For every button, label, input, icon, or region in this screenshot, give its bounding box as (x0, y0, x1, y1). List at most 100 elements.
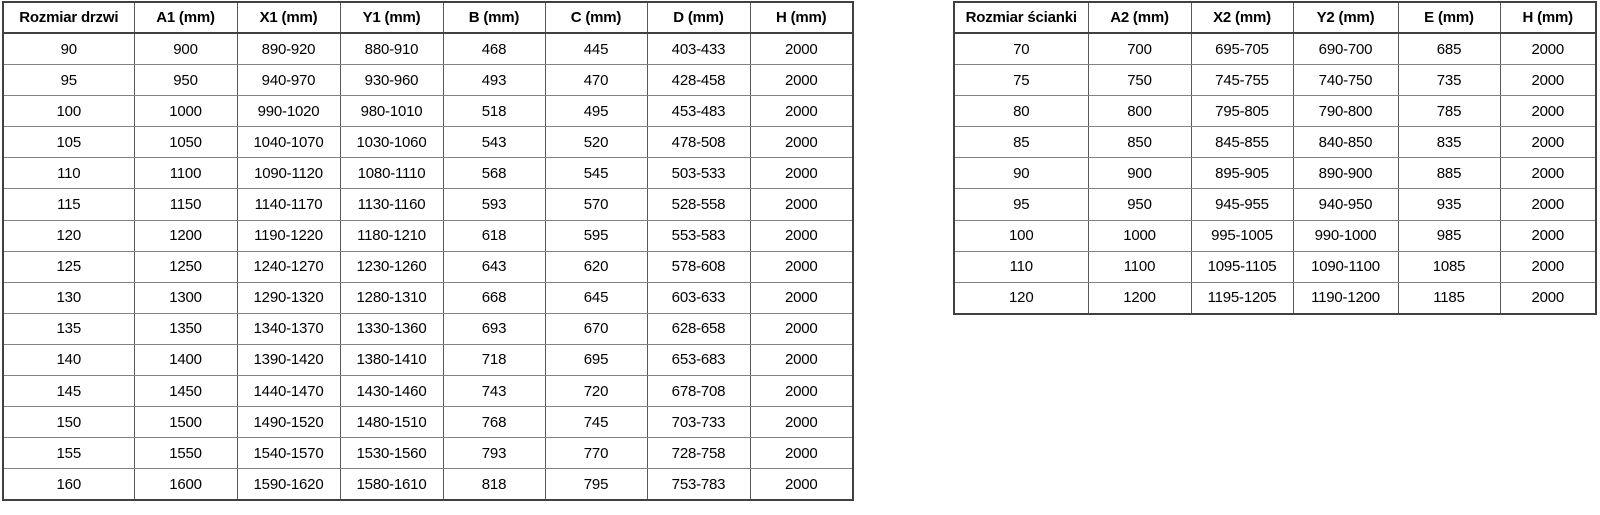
table-row: 95 950 945-955 940-950 935 2000 (953, 188, 1597, 221)
column-header: A1 (mm) (133, 1, 238, 34)
table-cell: 2000 (749, 250, 854, 283)
table-row: 100 1000 990-1020 980-1010 518 495 453-483 2000 (2, 95, 854, 128)
table-cell: 80 (953, 95, 1089, 128)
door-sizes-table: Rozmiar drzwi A1 (mm) X1 (mm) Y1 (mm) B (mm)… (2, 1, 854, 502)
wall-sizes-table-header: Rozmiar ścianki A2 (mm) X2 (mm) Y2 (mm) E (m… (953, 1, 1597, 34)
table-cell: 628-658 (646, 312, 751, 345)
table-cell: 75 (953, 64, 1089, 97)
table-cell: 728-758 (646, 437, 751, 470)
table-cell: 645 (544, 281, 648, 314)
table-cell: 1240-1270 (236, 250, 341, 283)
table-row: 145 1450 1440-1470 1430-1460 743 720 678-708 20… (2, 375, 854, 408)
table-cell: 115 (2, 188, 135, 221)
column-header: E (mm) (1397, 1, 1501, 34)
header-row: Rozmiar ścianki A2 (mm) X2 (mm) Y2 (mm) E (m… (953, 1, 1597, 34)
column-header: X2 (mm) (1190, 1, 1294, 34)
column-header: Y2 (mm) (1292, 1, 1399, 34)
table-cell: 130 (2, 281, 135, 314)
table-cell: 753-783 (646, 468, 751, 501)
table-cell: 743 (442, 375, 546, 408)
table-row: 70 700 695-705 690-700 685 2000 (953, 32, 1597, 66)
table-cell: 1200 (133, 219, 238, 252)
table-row: 140 1400 1390-1420 1380-1410 718 695 653-683 20… (2, 343, 854, 377)
table-cell: 745-755 (1190, 64, 1294, 97)
table-cell: 428-458 (646, 64, 751, 97)
table-cell: 1440-1470 (236, 375, 341, 408)
table-cell: 593 (442, 188, 546, 221)
table-cell: 1150 (133, 188, 238, 221)
table-cell: 120 (2, 219, 135, 252)
table-cell: 1350 (133, 312, 238, 345)
table-cell: 543 (442, 126, 546, 159)
table-cell: 1550 (133, 437, 238, 470)
table-cell: 890-900 (1292, 157, 1399, 190)
table-row: 120 1200 1190-1220 1180-1210 618 595 553-583 20… (2, 219, 854, 252)
table-cell: 2000 (749, 468, 854, 501)
table-cell: 568 (442, 157, 546, 190)
table-cell: 1450 (133, 375, 238, 408)
table-cell: 990-1020 (236, 95, 341, 128)
table-cell: 1090-1100 (1292, 250, 1399, 283)
table-cell: 95 (953, 188, 1089, 221)
table-row: 80 800 795-805 790-800 785 2000 (953, 95, 1597, 128)
table-cell: 900 (1087, 157, 1192, 190)
table-cell: 1000 (1087, 219, 1192, 252)
table-row: 160 1600 1590-1620 1580-1610 818 795 753-783 20… (2, 468, 854, 501)
table-cell: 140 (2, 343, 135, 377)
table-cell: 603-633 (646, 281, 751, 314)
column-header: Rozmiar drzwi (2, 1, 135, 34)
table-row: 120 1200 1195-1205 1190-1200 1185 2000 (953, 281, 1597, 315)
header-row: Rozmiar drzwi A1 (mm) X1 (mm) Y1 (mm) B (mm)… (2, 1, 854, 34)
table-cell: 160 (2, 468, 135, 501)
table-cell: 1040-1070 (236, 126, 341, 159)
table-cell: 468 (442, 32, 546, 66)
table-cell: 620 (544, 250, 648, 283)
table-cell: 570 (544, 188, 648, 221)
table-cell: 770 (544, 437, 648, 470)
table-cell: 2000 (1499, 157, 1597, 190)
table-cell: 880-910 (339, 32, 444, 66)
table-cell: 1190-1200 (1292, 281, 1399, 315)
table-cell: 945-955 (1190, 188, 1294, 221)
table-cell: 840-850 (1292, 126, 1399, 159)
table-cell: 1500 (133, 406, 238, 439)
table-cell: 1100 (133, 157, 238, 190)
table-cell: 980-1010 (339, 95, 444, 128)
table-cell: 528-558 (646, 188, 751, 221)
table-cell: 135 (2, 312, 135, 345)
table-cell: 595 (544, 219, 648, 252)
door-sizes-table-body: 90 900 890-920 880-910 468 445 403-433 2000 95 95… (2, 32, 854, 501)
table-cell: 1330-1360 (339, 312, 444, 345)
table-row: 150 1500 1490-1520 1480-1510 768 745 703-733 20… (2, 406, 854, 439)
table-cell: 2000 (749, 157, 854, 190)
table-cell: 518 (442, 95, 546, 128)
table-cell: 85 (953, 126, 1089, 159)
table-cell: 693 (442, 312, 546, 345)
column-header: X1 (mm) (236, 1, 341, 34)
door-sizes-table-header: Rozmiar drzwi A1 (mm) X1 (mm) Y1 (mm) B (mm)… (2, 1, 854, 34)
table-cell: 155 (2, 437, 135, 470)
table-cell: 995-1005 (1190, 219, 1294, 252)
table-cell: 2000 (749, 375, 854, 408)
table-cell: 940-950 (1292, 188, 1399, 221)
table-cell: 718 (442, 343, 546, 377)
table-cell: 685 (1397, 32, 1501, 66)
table-cell: 940-970 (236, 64, 341, 97)
table-cell: 2000 (749, 188, 854, 221)
table-cell: 1250 (133, 250, 238, 283)
table-cell: 90 (2, 32, 135, 66)
table-cell: 745 (544, 406, 648, 439)
table-cell: 1030-1060 (339, 126, 444, 159)
wall-sizes-table-body: 70 700 695-705 690-700 685 2000 75 750 745-755 74… (953, 32, 1597, 315)
table-cell: 1185 (1397, 281, 1501, 315)
table-cell: 2000 (749, 32, 854, 66)
table-cell: 1195-1205 (1190, 281, 1294, 315)
table-cell: 1130-1160 (339, 188, 444, 221)
table-cell: 545 (544, 157, 648, 190)
table-cell: 653-683 (646, 343, 751, 377)
table-cell: 950 (1087, 188, 1192, 221)
table-cell: 885 (1397, 157, 1501, 190)
table-cell: 1050 (133, 126, 238, 159)
table-cell: 553-583 (646, 219, 751, 252)
